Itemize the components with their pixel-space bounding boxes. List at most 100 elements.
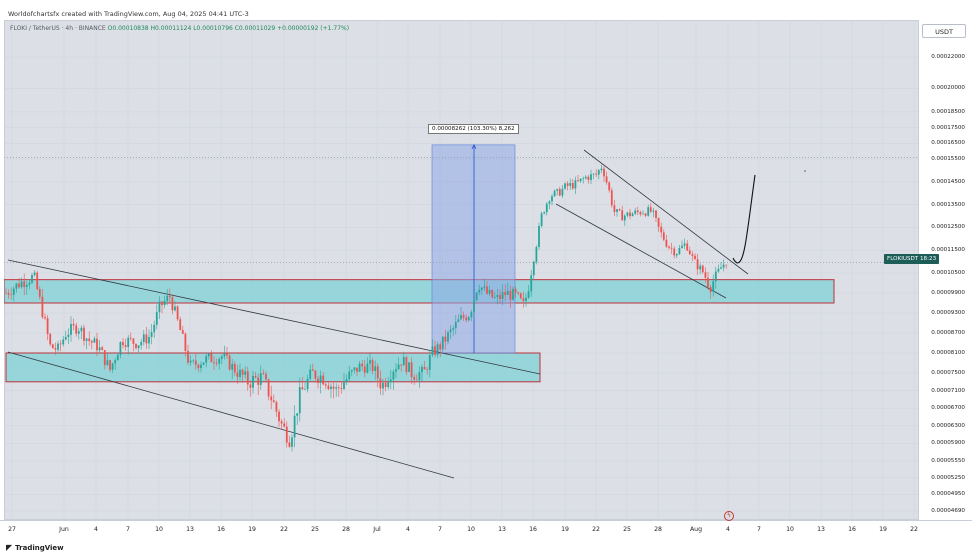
candle-body xyxy=(348,371,351,380)
candle-body xyxy=(709,286,712,292)
time-tick-label: 4 xyxy=(726,526,730,533)
candle-body xyxy=(600,168,603,171)
candle-body xyxy=(153,324,156,333)
channel-line-lower xyxy=(555,203,727,299)
time-tick-label: 19 xyxy=(248,526,256,533)
candle-body xyxy=(291,437,293,447)
candle-body xyxy=(51,344,54,349)
price-tick-label: 0.00022000 xyxy=(931,54,965,60)
candle-body xyxy=(696,259,699,270)
candle-body xyxy=(530,275,533,292)
candle-body xyxy=(179,319,182,331)
candle-body xyxy=(525,297,527,301)
candle-body xyxy=(171,297,174,311)
candle-body xyxy=(249,384,252,388)
candle-body xyxy=(444,336,447,342)
candle-body xyxy=(423,367,426,370)
candle-body xyxy=(135,343,137,349)
candle-body xyxy=(618,209,621,211)
candle-body xyxy=(566,183,569,186)
measure-arrow-head xyxy=(471,143,477,150)
time-tick-label: 10 xyxy=(467,526,475,533)
symbol-name[interactable]: FLOKI / TetherUS · 4h · BINANCE xyxy=(10,25,106,32)
candle-body xyxy=(96,338,98,351)
candle-body xyxy=(218,358,221,364)
candle-body xyxy=(158,301,161,313)
candle-body xyxy=(631,213,634,217)
candle-body xyxy=(400,364,403,366)
candle-body xyxy=(210,353,213,363)
candle-body xyxy=(434,346,436,355)
candle-body xyxy=(187,350,189,363)
candle-body xyxy=(163,301,166,306)
candle-body xyxy=(200,364,202,369)
candle-body xyxy=(280,421,283,424)
candle-body xyxy=(714,271,717,282)
candle-body xyxy=(168,295,171,298)
price-tick-label: 0.00004690 xyxy=(931,508,965,514)
candle-body xyxy=(70,323,72,335)
candle-body xyxy=(415,379,418,381)
candle-body xyxy=(441,336,444,350)
candle-body xyxy=(431,346,434,356)
candle-body xyxy=(371,360,374,371)
candle-body xyxy=(460,315,462,320)
measure-box xyxy=(431,144,516,354)
price-tick-label: 0.00011500 xyxy=(931,247,965,254)
candle-body xyxy=(254,375,257,378)
candle-body xyxy=(257,377,260,385)
candle-body xyxy=(720,267,722,269)
candle-body xyxy=(28,282,31,285)
candle-body xyxy=(675,254,678,256)
candle-body xyxy=(686,243,689,251)
price-chart[interactable] xyxy=(4,20,918,520)
chart-watermark: Worldofchartsfx created with TradingView… xyxy=(8,10,249,18)
projection-dot xyxy=(804,170,806,172)
candle-body xyxy=(41,296,44,318)
candle-body xyxy=(428,355,431,370)
candle-body xyxy=(389,379,392,383)
candle-body xyxy=(330,386,332,390)
candle-body xyxy=(166,295,169,302)
candle-body xyxy=(517,292,520,294)
candle-body xyxy=(67,334,70,337)
candle-body xyxy=(496,294,499,298)
candle-body xyxy=(319,375,322,384)
candle-body xyxy=(44,317,46,319)
candle-body xyxy=(311,369,314,371)
candle-body xyxy=(194,360,197,365)
symbol-legend: FLOKI / TetherUS · 4h · BINANCE O0.00010… xyxy=(10,25,349,32)
time-tick-label: 13 xyxy=(186,526,194,533)
candle-body xyxy=(111,363,114,370)
candle-body xyxy=(10,294,13,296)
candle-body xyxy=(132,338,135,344)
candle-body xyxy=(379,378,382,389)
time-tick-label: 7 xyxy=(757,526,761,533)
candle-body xyxy=(337,387,340,389)
candle-body xyxy=(176,306,179,320)
tradingview-brand[interactable]: ◤ TradingView xyxy=(6,543,64,552)
time-tick-label: 16 xyxy=(217,526,225,533)
candle-body xyxy=(579,178,582,182)
candle-body xyxy=(270,396,273,401)
candle-body xyxy=(551,196,553,202)
price-tick-label: 0.00007100 xyxy=(931,387,965,394)
downtrend-line-upper xyxy=(7,259,541,375)
time-tick-label: 7 xyxy=(126,526,130,533)
candle-body xyxy=(353,367,356,371)
candle-body xyxy=(155,312,158,325)
currency-button[interactable]: USDT xyxy=(922,24,966,38)
lightning-icon[interactable]: ϟ xyxy=(724,511,734,521)
candle-body xyxy=(527,291,530,298)
time-scale[interactable] xyxy=(0,520,972,538)
time-tick-label: 25 xyxy=(311,526,319,533)
candle-body xyxy=(470,312,473,318)
candle-body xyxy=(499,294,501,299)
candle-body xyxy=(649,207,652,212)
candle-body xyxy=(59,343,62,345)
price-scale[interactable]: 0.00022000 0.00020000 0.00018500 0.00017500… xyxy=(918,20,972,520)
candle-body xyxy=(519,293,522,299)
candle-body xyxy=(275,402,278,412)
candle-body xyxy=(447,332,449,342)
candle-body xyxy=(491,289,494,298)
